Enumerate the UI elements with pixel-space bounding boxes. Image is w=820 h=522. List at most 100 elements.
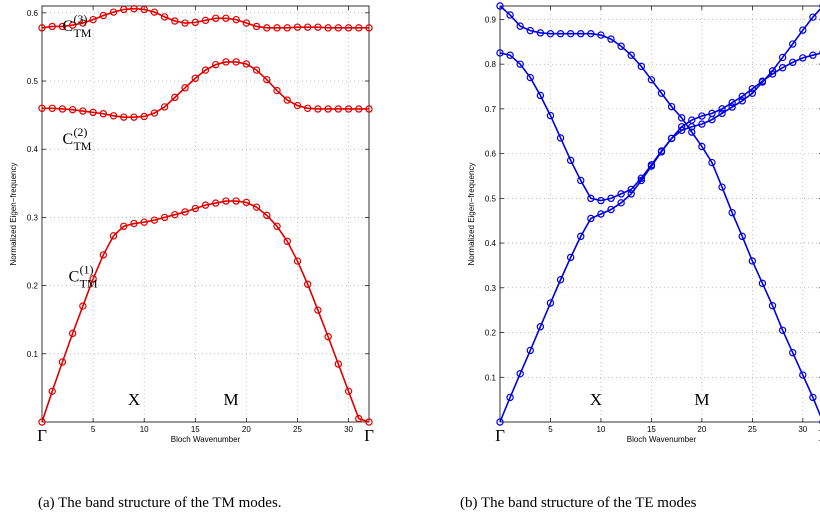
symmetry-label: M [223, 390, 238, 409]
data-point [506, 51, 514, 59]
data-point [758, 78, 767, 86]
band-annotation-sub: TM [73, 26, 91, 40]
data-point [607, 205, 615, 214]
data-point [809, 13, 817, 21]
data-point [566, 30, 575, 38]
data-point [38, 104, 46, 112]
data-point [212, 199, 220, 207]
data-point [506, 11, 514, 19]
data-point [252, 203, 261, 211]
symmetry-label: M [694, 390, 709, 409]
data-point [677, 126, 686, 135]
data-point [365, 418, 373, 426]
data-point [140, 112, 148, 121]
data-point [242, 19, 251, 27]
data-point [667, 134, 676, 143]
data-point [758, 279, 767, 288]
x-tick-label: 30 [798, 425, 807, 434]
data-point [89, 275, 97, 283]
data-point [496, 49, 504, 57]
symmetry-label: Γ [495, 426, 505, 445]
data-point [344, 387, 353, 396]
y-tick-label: 0.4 [27, 145, 39, 154]
data-point [546, 30, 555, 38]
data-point [109, 112, 118, 120]
data-point [344, 24, 353, 32]
data-point [748, 89, 757, 97]
data-point [181, 19, 189, 27]
data-point [191, 18, 199, 27]
data-point [587, 30, 595, 38]
data-point [212, 14, 220, 22]
series-line-1 [499, 52, 820, 423]
data-point [799, 54, 807, 62]
data-point [232, 197, 240, 205]
symmetry-label: X [128, 390, 140, 409]
symmetry-label: Γ [37, 426, 47, 445]
data-point [566, 253, 575, 262]
data-point [597, 31, 605, 39]
data-point [222, 14, 230, 22]
data-point [728, 103, 736, 111]
data-point [314, 23, 322, 31]
band-annotation-sup: (1) [80, 263, 94, 277]
data-point [587, 214, 595, 223]
y-axis-label: Normalized Eigen−frequency [467, 163, 476, 266]
data-point [657, 89, 666, 97]
data-point [140, 5, 148, 14]
band-annotation: C [62, 18, 73, 35]
data-point [171, 17, 179, 25]
data-point [283, 237, 291, 245]
band-annotation: C [69, 269, 80, 286]
y-tick-label: 0.6 [27, 9, 39, 18]
data-point [201, 16, 210, 25]
data-point [809, 51, 817, 59]
data-point [708, 115, 716, 124]
data-point [109, 8, 118, 16]
data-point [120, 222, 128, 230]
data-point [738, 92, 746, 101]
data-point [698, 142, 706, 151]
data-point [273, 86, 281, 95]
data-point [718, 183, 726, 191]
data-point [201, 66, 210, 74]
data-point [708, 158, 716, 167]
data-point [799, 26, 807, 34]
data-point [120, 113, 128, 121]
data-point [252, 22, 261, 31]
data-point [809, 393, 817, 402]
data-point [324, 105, 332, 113]
caption-te: (b) The band structure of the TE modes [460, 495, 697, 511]
data-point [496, 2, 504, 10]
data-point [778, 53, 787, 62]
data-point [293, 101, 302, 110]
data-point [314, 306, 322, 314]
y-tick-label: 0.8 [485, 60, 497, 69]
data-point [516, 60, 524, 68]
data-point [627, 51, 635, 59]
series-line-3 [499, 8, 820, 202]
symmetry-label: X [590, 390, 602, 409]
data-point [263, 211, 271, 220]
data-point [48, 104, 56, 112]
data-point [303, 280, 312, 288]
data-point [355, 414, 363, 423]
data-point [232, 58, 240, 66]
y-tick-label: 0.9 [485, 15, 497, 24]
y-tick-label: 0.1 [485, 373, 497, 382]
x-axis-label: Bloch Wavenumber [627, 435, 697, 444]
data-point [688, 128, 696, 136]
y-tick-label: 0.6 [485, 150, 497, 159]
y-tick-label: 0.7 [485, 105, 497, 114]
data-point [516, 369, 524, 378]
data-point [657, 147, 666, 155]
data-point [79, 107, 87, 115]
x-tick-label: 10 [596, 425, 605, 434]
data-point [150, 109, 159, 117]
y-tick-label: 0.2 [485, 329, 497, 338]
data-point [577, 176, 585, 185]
data-point [718, 105, 726, 113]
data-point [738, 232, 746, 241]
data-point [68, 21, 77, 29]
band-annotation-sub: TM [80, 277, 98, 291]
